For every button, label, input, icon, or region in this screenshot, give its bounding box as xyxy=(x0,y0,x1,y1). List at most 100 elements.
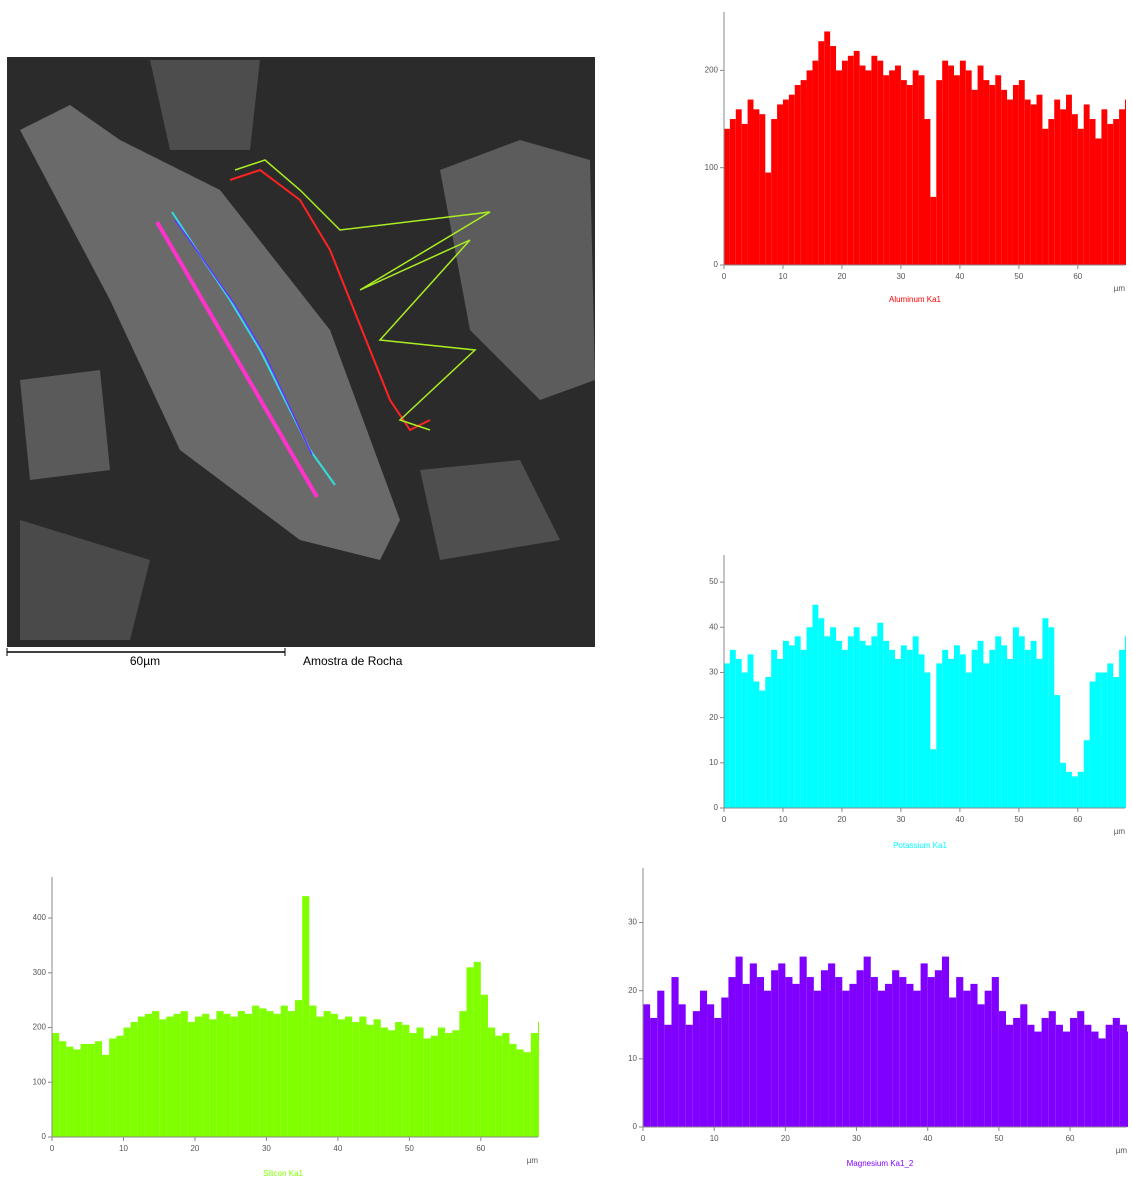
bar xyxy=(724,663,730,808)
bar xyxy=(1001,90,1007,265)
bar xyxy=(743,984,750,1127)
bar xyxy=(728,977,735,1127)
y-tick-label: 200 xyxy=(705,65,719,74)
y-tick-label: 0 xyxy=(714,260,719,269)
y-tick-label: 20 xyxy=(709,713,718,722)
bar xyxy=(889,70,895,265)
bar xyxy=(978,1004,985,1127)
bar xyxy=(231,1017,238,1137)
x-tick-label: 20 xyxy=(837,815,846,824)
bar xyxy=(936,80,942,265)
bar xyxy=(643,1004,650,1127)
bar xyxy=(488,1028,495,1137)
bar xyxy=(995,636,1001,808)
bar xyxy=(777,659,783,808)
x-tick-label: 30 xyxy=(852,1134,861,1143)
sem-image: 60µm Amostra de Rocha xyxy=(7,57,595,668)
x-tick-label: 20 xyxy=(781,1134,790,1143)
bar xyxy=(1101,672,1107,808)
bar xyxy=(1048,627,1054,808)
figure: 60µm Amostra de Rocha 010020001020304050… xyxy=(0,0,1132,1180)
bar xyxy=(1063,1032,1070,1127)
bar xyxy=(366,1025,373,1137)
bar xyxy=(474,962,481,1137)
x-tick-label: 50 xyxy=(1014,815,1023,824)
x-tick-label: 10 xyxy=(710,1134,719,1143)
bar xyxy=(1113,677,1119,808)
x-tick-label: 10 xyxy=(119,1144,128,1153)
y-tick-label: 40 xyxy=(709,622,718,631)
bar xyxy=(1013,85,1019,265)
bar xyxy=(1119,650,1125,808)
bar xyxy=(765,173,771,265)
bar xyxy=(830,627,836,808)
bar xyxy=(1090,682,1096,809)
y-tick-label: 300 xyxy=(33,968,47,977)
x-tick-label: 0 xyxy=(50,1144,55,1153)
bar xyxy=(316,1017,323,1137)
y-tick-label: 0 xyxy=(42,1132,47,1141)
x-tick-label: 40 xyxy=(923,1134,932,1143)
bar xyxy=(693,1011,700,1127)
bar xyxy=(812,61,818,265)
bar xyxy=(907,650,913,808)
bar xyxy=(936,663,942,808)
bar xyxy=(524,1052,531,1137)
bar xyxy=(352,1022,359,1137)
bar xyxy=(970,984,977,1127)
bar xyxy=(885,984,892,1127)
bar xyxy=(409,1033,416,1137)
bar xyxy=(402,1025,409,1137)
bar xyxy=(159,1019,166,1137)
x-tick-label: 40 xyxy=(955,272,964,281)
bar xyxy=(783,641,789,808)
bar xyxy=(854,627,860,808)
y-tick-label: 0 xyxy=(633,1122,638,1131)
bar xyxy=(801,650,807,808)
bar xyxy=(954,645,960,808)
bar xyxy=(1096,139,1102,266)
bar xyxy=(281,1006,288,1137)
bar xyxy=(883,641,889,808)
bar xyxy=(1001,645,1007,808)
x-tick-label: 0 xyxy=(641,1134,646,1143)
bar xyxy=(919,654,925,808)
bar xyxy=(714,1018,721,1127)
bar xyxy=(195,1017,202,1137)
bar xyxy=(759,114,765,265)
bar xyxy=(963,991,970,1127)
bar xyxy=(1120,1025,1127,1127)
bar xyxy=(942,957,949,1127)
bar xyxy=(495,1036,502,1137)
bar xyxy=(750,963,757,1127)
x-tick-label: 60 xyxy=(1073,272,1082,281)
bar xyxy=(771,119,777,265)
bar xyxy=(814,991,821,1127)
bar xyxy=(538,1022,539,1137)
y-tick-label: 100 xyxy=(705,163,719,172)
bar xyxy=(919,75,925,265)
bar xyxy=(657,991,664,1127)
x-tick-label: 0 xyxy=(722,815,727,824)
bar xyxy=(925,672,931,808)
bar xyxy=(883,75,889,265)
bar xyxy=(295,1000,302,1137)
bar xyxy=(983,80,989,265)
bar xyxy=(109,1038,116,1137)
bar xyxy=(942,61,948,265)
bar xyxy=(1007,100,1013,265)
y-tick-label: 30 xyxy=(628,918,637,927)
bar xyxy=(1066,772,1072,808)
image-caption: Amostra de Rocha xyxy=(303,654,403,668)
bar xyxy=(736,957,743,1127)
bar xyxy=(771,650,777,808)
x-tick-label: 60 xyxy=(1073,815,1082,824)
bar xyxy=(438,1028,445,1137)
x-tick-label: 0 xyxy=(722,272,727,281)
x-tick-label: 20 xyxy=(190,1144,199,1153)
bar xyxy=(757,977,764,1127)
scale-label: 60µm xyxy=(130,654,160,668)
bar xyxy=(1099,1038,1106,1127)
bar xyxy=(1091,1032,1098,1127)
bar xyxy=(202,1014,209,1137)
